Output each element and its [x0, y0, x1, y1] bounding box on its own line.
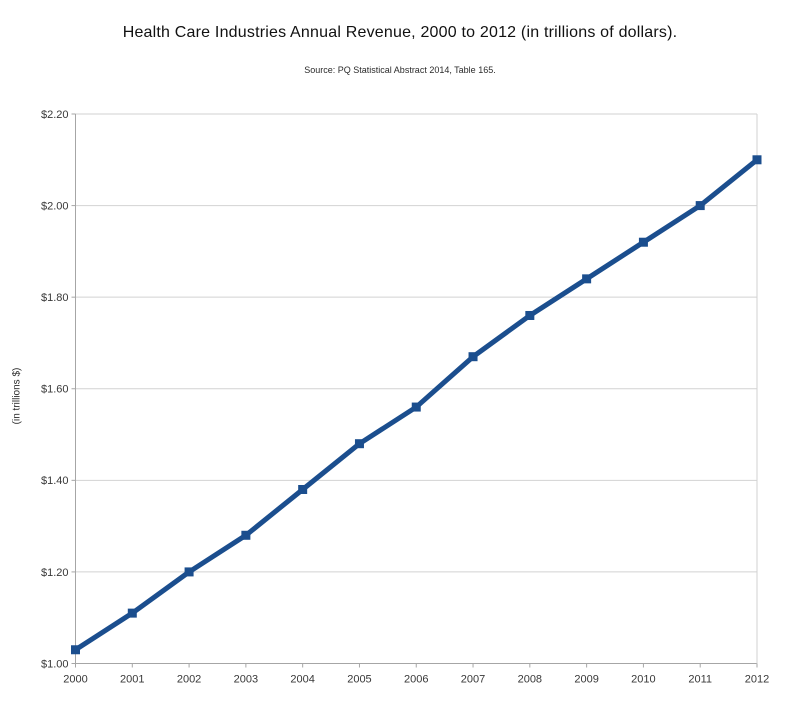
data-point-marker	[411, 402, 421, 412]
y-tick-label: $2.20	[41, 109, 69, 121]
x-tick-label: 2003	[234, 673, 258, 685]
y-tick-label: $1.60	[41, 384, 69, 396]
data-point-marker	[468, 352, 478, 362]
data-point-marker	[695, 201, 705, 211]
data-point-marker	[354, 439, 364, 449]
x-tick-label: 2012	[745, 673, 769, 685]
x-tick-label: 2010	[631, 673, 655, 685]
y-tick-label: $1.40	[41, 475, 69, 487]
x-tick-label: 2007	[461, 673, 485, 685]
chart-source-note: Source: PQ Statistical Abstract 2014, Ta…	[304, 65, 496, 75]
x-tick-label: 2005	[347, 673, 371, 685]
x-tick-label: 2001	[120, 673, 144, 685]
x-tick-label: 2009	[574, 673, 598, 685]
data-point-marker	[638, 237, 648, 247]
chart-title: Health Care Industries Annual Revenue, 2…	[122, 24, 678, 41]
data-point-marker	[184, 567, 194, 577]
y-tick-label: $1.00	[41, 658, 69, 670]
x-tick-label: 2006	[404, 673, 428, 685]
x-tick-label: 2004	[290, 673, 314, 685]
data-point-marker	[71, 645, 80, 655]
y-tick-label: $2.00	[41, 200, 69, 212]
data-point-marker	[127, 608, 137, 618]
x-tick-label: 2002	[177, 673, 201, 685]
data-point-marker	[525, 310, 535, 320]
data-point-marker	[582, 274, 592, 284]
data-point-marker	[298, 484, 308, 494]
x-tick-label: 2011	[688, 673, 712, 685]
data-point-marker	[241, 530, 251, 540]
x-tick-label: 2000	[63, 673, 87, 685]
y-tick-label: $1.80	[41, 292, 69, 304]
x-tick-label: 2008	[518, 673, 542, 685]
y-tick-label: $1.20	[41, 567, 69, 579]
data-point-marker	[752, 155, 762, 165]
